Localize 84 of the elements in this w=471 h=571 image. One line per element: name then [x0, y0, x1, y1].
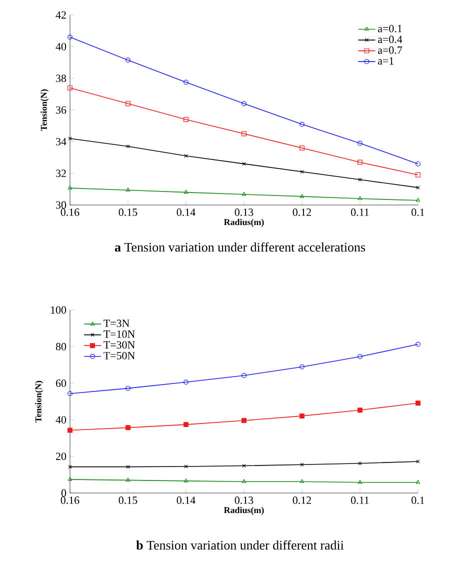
x-tick-label: 0.12 — [292, 208, 311, 216]
point — [416, 400, 420, 406]
text: b Tension variation under different radii — [136, 540, 344, 550]
y-axis-title: Tension(N) — [40, 89, 49, 131]
x-tick-label: 0.16 — [60, 208, 80, 216]
y-tick-label: 32 — [56, 170, 66, 178]
point — [68, 85, 72, 90]
point — [126, 58, 130, 63]
y-tick-label: 80 — [56, 342, 66, 350]
point — [184, 190, 188, 194]
x-tick-label: 0.14 — [176, 496, 196, 504]
point — [300, 462, 304, 466]
point — [126, 386, 130, 391]
y-tick-label: 100 — [51, 306, 66, 314]
point — [126, 188, 130, 192]
point — [126, 464, 130, 469]
x-tick-label: 0.15 — [118, 496, 138, 504]
legend-label: a=0.4 — [378, 36, 402, 44]
point — [242, 131, 246, 136]
point — [184, 80, 188, 85]
point — [126, 144, 130, 148]
point — [300, 413, 304, 418]
y-tick-label: 60 — [56, 380, 66, 387]
y-tick-label: 34 — [56, 138, 66, 146]
x-axis-title: Radius(m) — [224, 218, 264, 227]
point — [300, 146, 304, 150]
point — [358, 408, 362, 413]
point — [300, 170, 304, 174]
x-tick-label: 0.14 — [176, 208, 196, 216]
point — [242, 418, 246, 424]
point — [184, 117, 188, 122]
legend-label: a=1 — [378, 57, 394, 65]
x-tick-label: 0.16 — [60, 496, 80, 504]
y-tick-label: 30 — [56, 201, 66, 209]
point — [126, 425, 130, 430]
x-tick-label: 0.11 — [351, 208, 369, 216]
point — [184, 478, 188, 482]
legend-label: T=30N — [104, 341, 135, 349]
x-axis-title: Radius(m) — [224, 506, 264, 515]
y-tick-label: 38 — [56, 74, 66, 82]
point — [358, 462, 362, 466]
x-tick-label: 0.1 — [412, 496, 424, 504]
point — [184, 154, 188, 158]
point — [68, 428, 72, 433]
text: a Tension variation under different accelerations — [114, 242, 366, 252]
point — [358, 480, 362, 484]
x-tick-label: 0.15 — [118, 208, 138, 216]
point — [358, 160, 362, 165]
legend-label: T=10N — [104, 330, 135, 338]
point — [358, 196, 362, 200]
x-tick-label: 0.13 — [234, 208, 254, 216]
point — [126, 478, 130, 482]
legend-label: T=50N — [104, 352, 135, 360]
legend-label: T=3N — [104, 320, 130, 328]
point — [358, 140, 362, 146]
x-tick-label: 0.11 — [351, 496, 369, 504]
y-tick-label: 40 — [56, 416, 66, 424]
point — [242, 101, 246, 106]
x-tick-label: 0.12 — [292, 496, 311, 504]
x-tick-label: 0.1 — [412, 208, 424, 216]
y-axis-title: Tension(N) — [35, 380, 44, 422]
y-tick-label: 42 — [56, 11, 66, 19]
point — [358, 354, 362, 360]
point — [242, 479, 246, 484]
point — [416, 172, 420, 178]
point — [242, 162, 246, 166]
point — [300, 479, 304, 484]
point — [184, 380, 188, 385]
point — [126, 101, 130, 106]
legend-label: a=0.1 — [378, 24, 402, 32]
point — [242, 373, 246, 378]
point — [242, 192, 246, 196]
point — [300, 122, 304, 127]
y-tick-label: 20 — [56, 452, 66, 460]
point — [242, 464, 246, 468]
point — [358, 178, 362, 182]
point — [300, 364, 304, 370]
point — [184, 422, 188, 428]
y-tick-label: 40 — [56, 42, 66, 50]
point — [300, 194, 304, 198]
y-tick-label: 0 — [61, 489, 66, 497]
x-tick-label: 0.13 — [234, 496, 254, 504]
legend-label: a=0.7 — [378, 46, 402, 54]
y-tick-label: 36 — [56, 106, 66, 114]
